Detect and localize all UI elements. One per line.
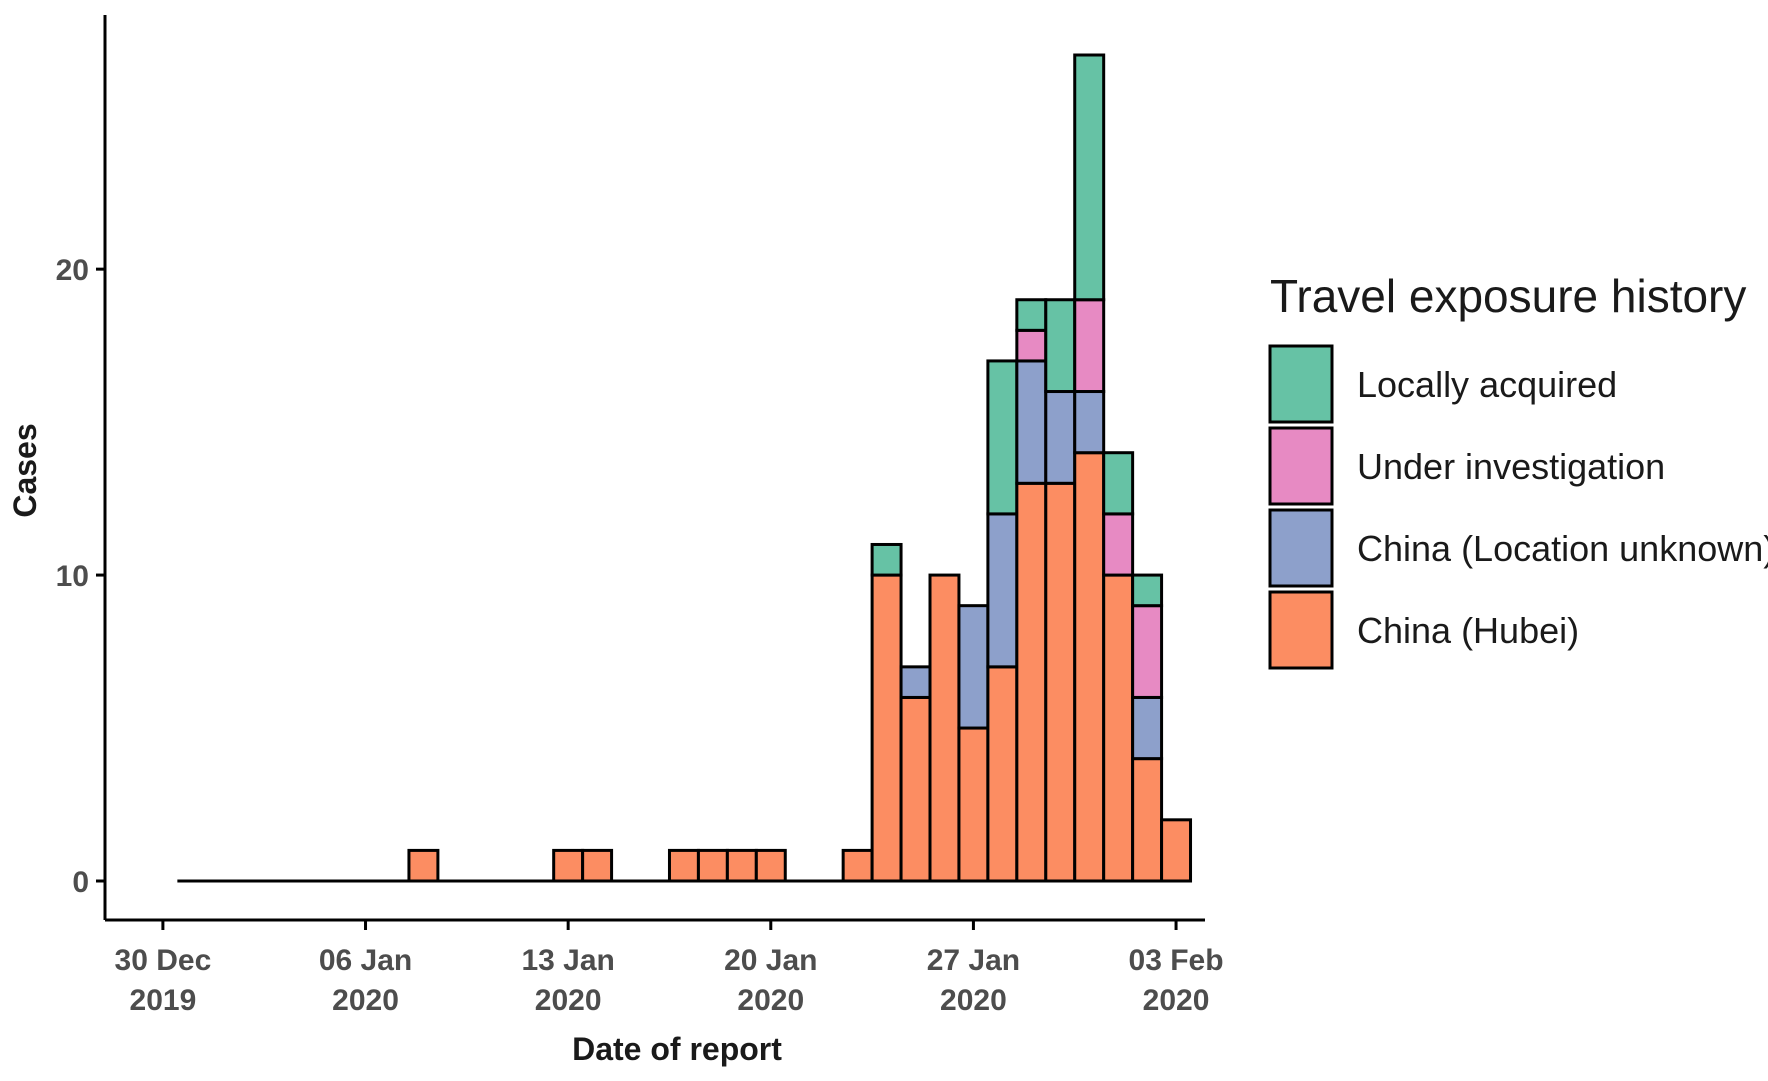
- bar-segment: [1131, 604, 1164, 699]
- y-tick-label: 10: [56, 560, 89, 593]
- bar-segment: [870, 573, 903, 883]
- bar-segment: [754, 848, 787, 883]
- bar-segment: [1015, 328, 1048, 363]
- bar-segment: [986, 359, 1019, 516]
- bar-segment: [841, 848, 874, 883]
- y-axis-title: Cases: [7, 423, 43, 517]
- x-tick-label: 2020: [535, 984, 602, 1017]
- bar-segment: [1102, 573, 1135, 883]
- bar-segment: [870, 542, 903, 577]
- legend-label: Under investigation: [1357, 446, 1665, 487]
- bar-segment: [1015, 481, 1048, 883]
- legend-key: [1268, 344, 1334, 424]
- bar-segment: [1102, 451, 1135, 516]
- x-tick-label: 06 Jan: [319, 944, 412, 977]
- legend: Travel exposure history Locally acquired…: [1268, 270, 1768, 670]
- legend-title: Travel exposure history: [1270, 270, 1746, 322]
- y-tick-label: 0: [72, 866, 89, 899]
- x-axis-ticks: 30 Dec 2019 06 Jan 2020 13 Jan 2020 20 Jan 2020…: [115, 920, 1224, 1017]
- bar-segment: [1073, 53, 1106, 302]
- bar-segment: [725, 848, 758, 883]
- legend-key: [1268, 426, 1334, 506]
- legend-key: [1268, 590, 1334, 670]
- bar-segment: [1073, 298, 1106, 394]
- x-tick-label: 2020: [737, 984, 804, 1017]
- bar-segment: [957, 604, 990, 730]
- bar-segment: [1131, 757, 1164, 883]
- bar-segment: [1073, 390, 1106, 455]
- bar-segment: [899, 665, 932, 699]
- x-tick-label: 13 Jan: [521, 944, 614, 977]
- y-axis-ticks: 0 10 20: [56, 254, 105, 899]
- bar-segment: [1131, 695, 1164, 761]
- bar-segment: [696, 848, 729, 883]
- x-tick-label: 2020: [940, 984, 1007, 1017]
- x-tick-label: 2020: [1143, 984, 1210, 1017]
- bars-layer: [407, 53, 1193, 883]
- legend-label: China (Location unknown): [1357, 528, 1768, 569]
- bar-segment: [899, 695, 932, 883]
- bar-segment: [1102, 512, 1135, 577]
- bar-segment: [581, 848, 614, 883]
- legend-key: [1268, 508, 1334, 588]
- bar-segment: [1044, 481, 1077, 883]
- bar-segment: [1131, 573, 1164, 608]
- bar-segment: [552, 848, 585, 883]
- x-tick-label: 03 Feb: [1129, 944, 1224, 977]
- bar-segment: [407, 848, 440, 883]
- x-axis-title: Date of report: [572, 1031, 782, 1067]
- bar-segment: [1044, 298, 1077, 394]
- axes: 0 10 20 30 Dec 2019 06 Jan 2020 13 Jan 2020 20 J…: [56, 15, 1224, 1017]
- y-tick-label: 20: [56, 254, 89, 287]
- x-tick-label: 30 Dec: [115, 944, 212, 977]
- bar-segment: [1015, 298, 1048, 332]
- x-tick-label: 27 Jan: [927, 944, 1020, 977]
- bar-segment: [986, 665, 1019, 883]
- bar-segment: [957, 726, 990, 883]
- x-tick-label: 20 Jan: [724, 944, 817, 977]
- bar-segment: [928, 573, 961, 883]
- x-tick-label: 2020: [332, 984, 399, 1017]
- bar-segment: [1160, 818, 1193, 883]
- legend-label: Locally acquired: [1357, 364, 1617, 405]
- bar-segment: [1044, 390, 1077, 485]
- bar-segment: [1073, 451, 1106, 883]
- bar-segment: [667, 848, 700, 883]
- bar-segment: [986, 512, 1019, 669]
- x-tick-label: 2019: [130, 984, 197, 1017]
- bar-segment: [1015, 359, 1048, 485]
- legend-label: China (Hubei): [1357, 610, 1579, 651]
